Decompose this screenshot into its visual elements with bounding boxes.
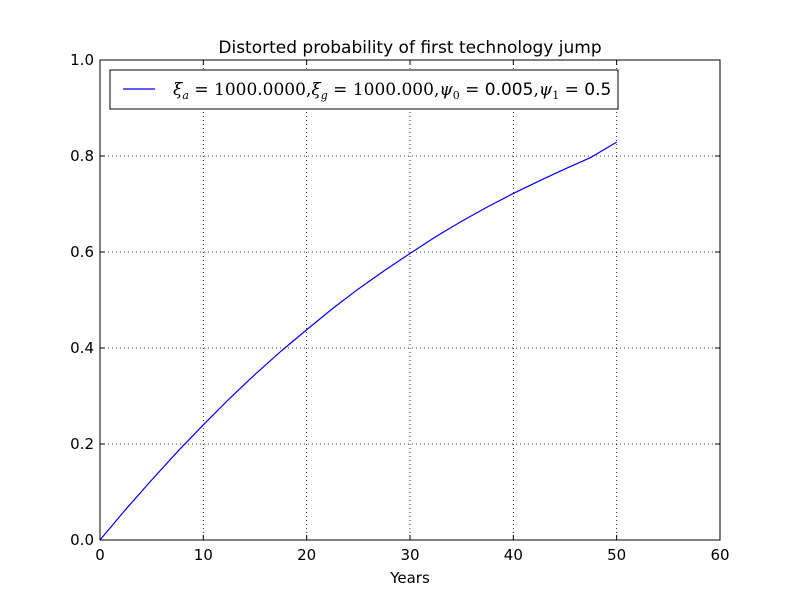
- y-tick-label: 0.2: [70, 435, 94, 453]
- x-tick-label: 20: [297, 546, 316, 564]
- series-layer: [99, 141, 617, 541]
- chart-title: Distorted probability of first technolog…: [218, 38, 601, 58]
- x-tick-label: 0: [95, 546, 105, 564]
- x-tick-labels: 0 10 20 30 40 50 60: [95, 546, 729, 564]
- x-axis-title: Years: [389, 569, 430, 587]
- legend-box: [109, 69, 619, 110]
- y-tick-label: 0.4: [70, 339, 94, 357]
- ticks: [99, 59, 721, 541]
- grid: [100, 60, 720, 540]
- x-tick-label: 10: [194, 546, 213, 564]
- legend-psi0-value: 0.005: [485, 80, 534, 100]
- y-tick-label: 1.0: [70, 51, 94, 69]
- y-tick-label: 0.0: [70, 531, 94, 549]
- legend-xi-a-value: 1000.0000: [214, 80, 306, 100]
- series-line: [99, 141, 617, 541]
- y-tick-labels: 0.0 0.2 0.4 0.6 0.8 1.0: [70, 51, 94, 549]
- legend-xi-g-value: 1000.000: [353, 80, 434, 100]
- legend-label: ξa = 1000.0000,ξg = 1000.000,ψ0 = 0.005,…: [173, 80, 611, 102]
- legend-psi1-value: 0.5: [584, 80, 611, 100]
- y-tick-label: 0.6: [70, 243, 94, 261]
- legend: ξa = 1000.0000,ξg = 1000.000,ψ0 = 0.005,…: [109, 69, 619, 110]
- x-tick-label: 60: [710, 546, 729, 564]
- x-tick-label: 30: [400, 546, 419, 564]
- x-tick-label: 40: [504, 546, 523, 564]
- x-tick-label: 50: [607, 546, 626, 564]
- y-tick-label: 0.8: [70, 147, 94, 165]
